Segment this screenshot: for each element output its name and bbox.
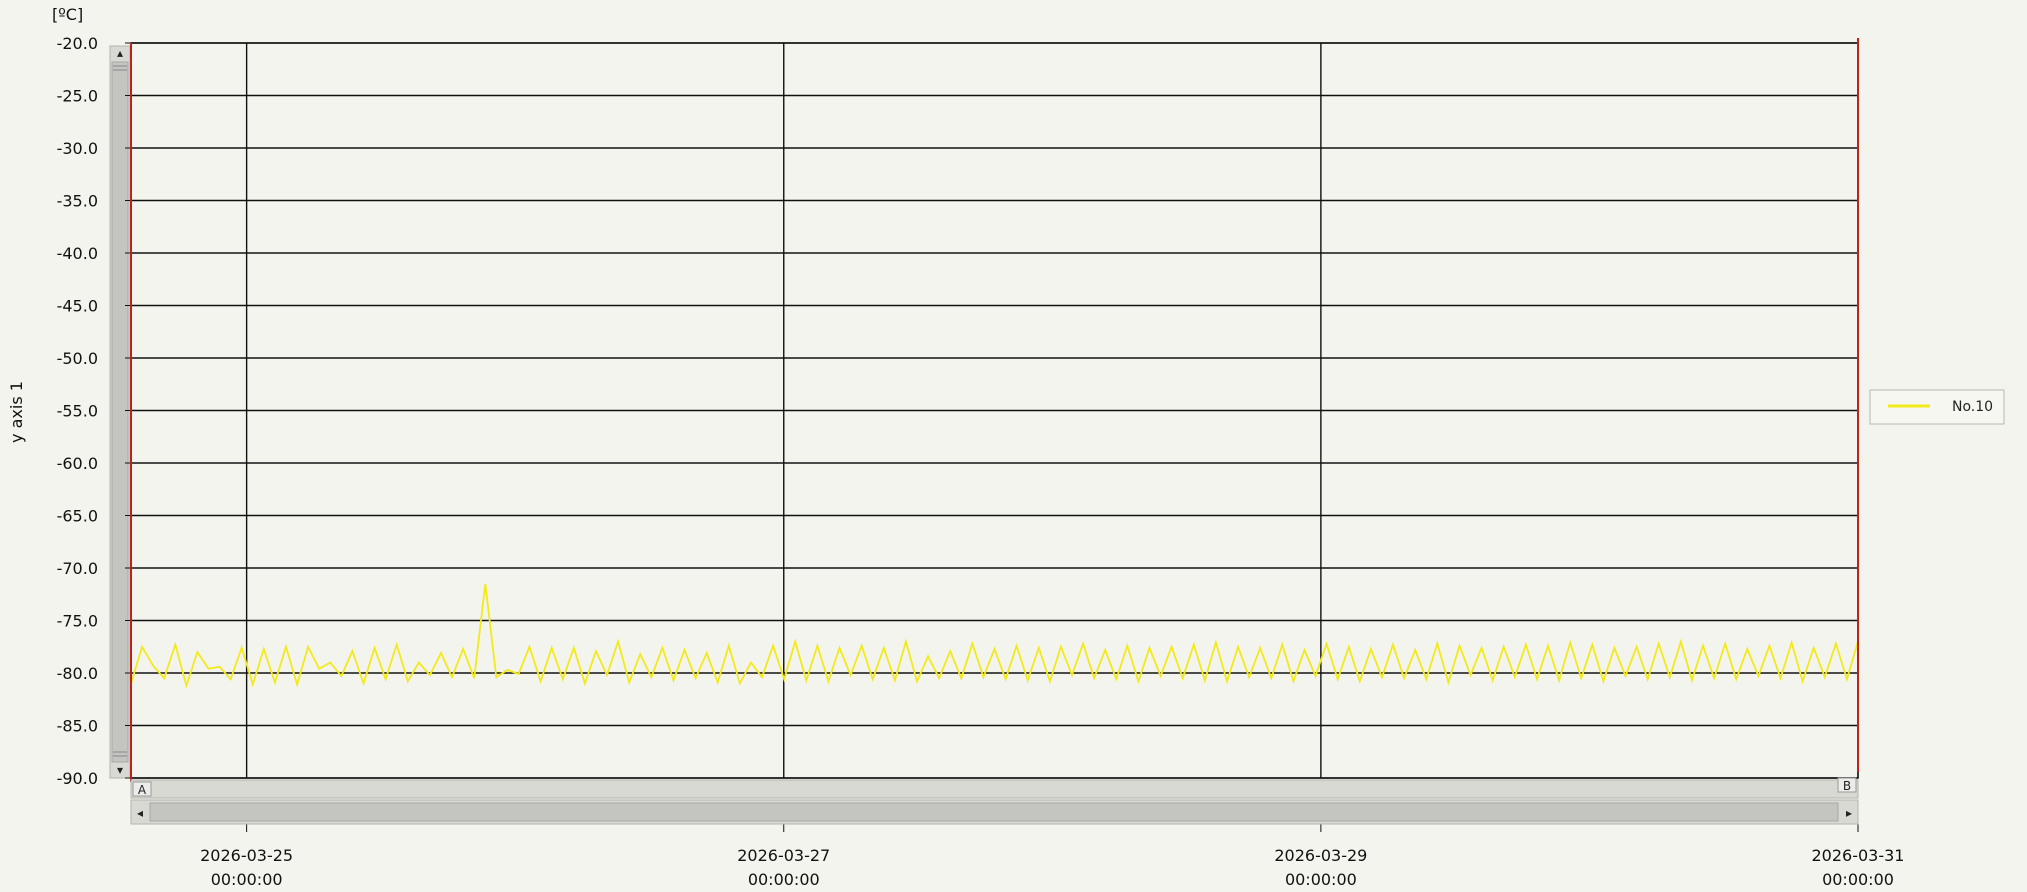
scroll-down-arrow-icon[interactable]: ▾ [117,763,123,777]
scroll-left-arrow-icon[interactable]: ◂ [137,806,143,820]
y-tick-label: -70.0 [57,559,98,578]
series-group [130,583,1859,689]
y-tick-label: -80.0 [57,664,98,683]
horizontal-gridlines [125,42,1858,779]
y-axis-title: y axis 1 [7,381,26,443]
scroll-right-arrow-icon[interactable]: ▸ [1846,806,1852,820]
x-tick-label-date: 2026-03-25 [200,846,293,865]
cursor-a-marker[interactable] [132,781,152,797]
vertical-gridlines [130,42,1859,832]
y-tick-label: -30.0 [57,139,98,158]
y-tick-labels: -20.0 -25.0 -30.0 -35.0 -40.0 -45.0 -50.0 -55.0… [57,34,98,788]
y-tick-label: -20.0 [57,34,98,53]
horizontal-scrollbar-thumb[interactable] [149,802,1839,822]
y-tick-label: -25.0 [57,87,98,106]
x-tick-label-date: 2026-03-29 [1274,846,1367,865]
x-tick-label-time: 00:00:00 [1285,870,1357,889]
cursor-b-marker[interactable] [1837,777,1857,793]
cursor-a-marker-label: A [138,783,147,797]
series-line-no10 [130,583,1859,689]
x-tick-label-time: 00:00:00 [211,870,283,889]
horizontal-scrollbar[interactable]: A B ◂ ▸ [130,777,1859,825]
y-tick-label: -65.0 [57,507,98,526]
y-tick-label: -35.0 [57,192,98,211]
x-tick-label-date: 2026-03-27 [737,846,830,865]
y-tick-label: -40.0 [57,244,98,263]
cursor-b-marker-label: B [1843,779,1851,793]
y-unit-label: [ºC] [52,5,83,24]
y-tick-label: -55.0 [57,402,98,421]
scroll-up-arrow-icon[interactable]: ▴ [117,46,123,60]
y-tick-label: -60.0 [57,454,98,473]
x-tick-label-date: 2026-03-31 [1812,846,1905,865]
y-tick-label: -75.0 [57,612,98,631]
cursor-range-bar[interactable] [130,779,1859,799]
vertical-scrollbar-thumb[interactable] [111,61,129,763]
y-tick-label: -50.0 [57,349,98,368]
legend-label-no10: No.10 [1952,399,1993,415]
vertical-scrollbar[interactable]: ▴ ▾ [109,45,131,779]
y-tick-label: -90.0 [57,769,98,788]
y-tick-label: -45.0 [57,297,98,316]
x-tick-label-time: 00:00:00 [748,870,820,889]
y-tick-label: -85.0 [57,717,98,736]
x-tick-label-time: 00:00:00 [1822,870,1894,889]
legend: No.10 [1869,389,2005,425]
x-tick-labels: 2026-03-25 00:00:00 2026-03-27 00:00:00 2026… [200,846,1904,889]
